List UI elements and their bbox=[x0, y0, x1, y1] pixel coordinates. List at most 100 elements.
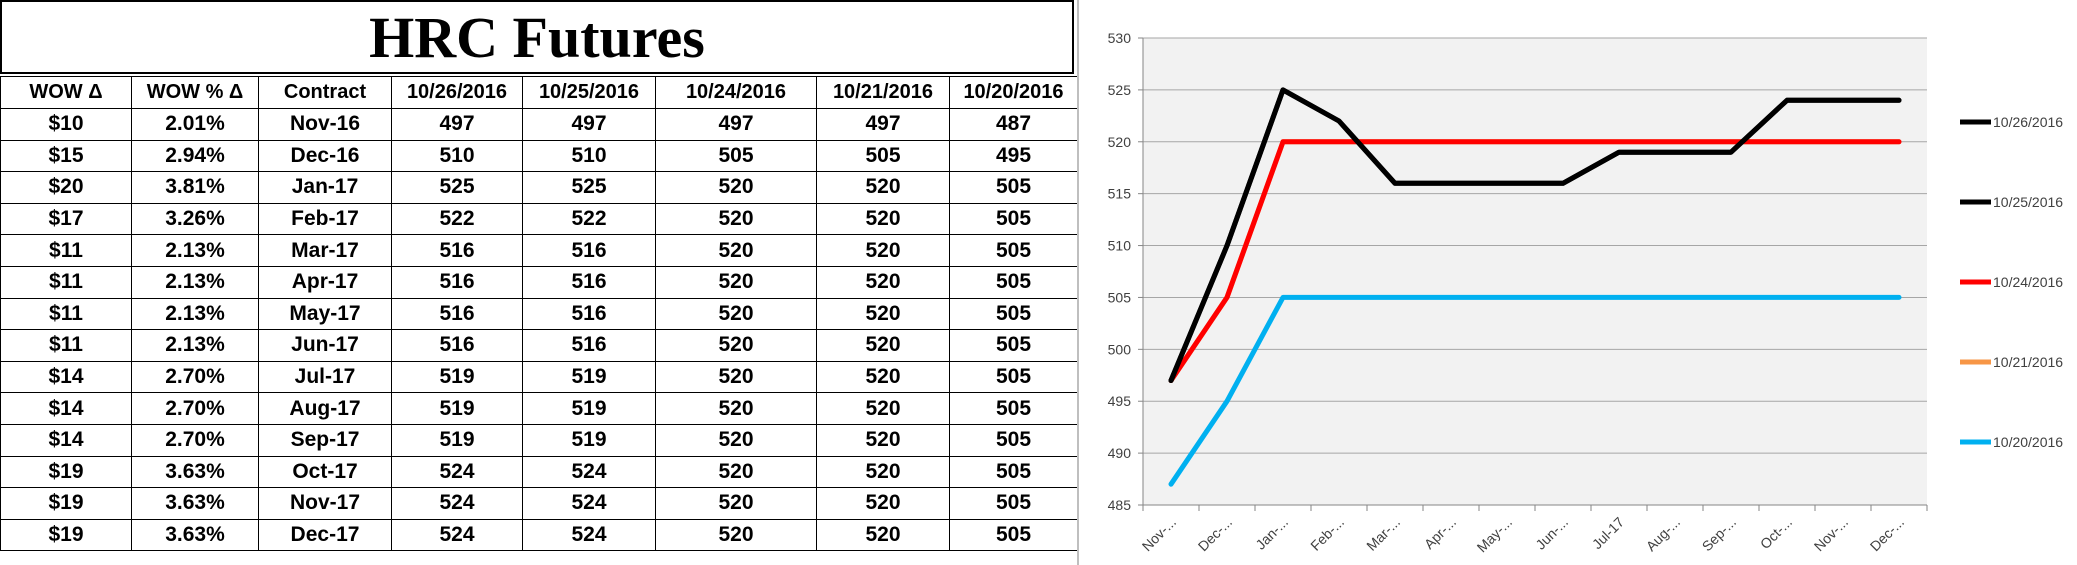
legend-label: 10/25/2016 bbox=[1993, 194, 2063, 210]
table-cell: 505 bbox=[949, 297, 1078, 331]
table-cell: 497 bbox=[391, 108, 523, 141]
table-title: HRC Futures bbox=[0, 0, 1074, 74]
table-cell: Apr-17 bbox=[258, 265, 392, 299]
table-cell: 520 bbox=[816, 297, 950, 331]
table-cell: 516 bbox=[391, 234, 523, 267]
table-cell: $15 bbox=[0, 139, 132, 173]
table-cell: 520 bbox=[655, 329, 817, 362]
table-cell: 516 bbox=[391, 265, 523, 299]
table-row: $11 2.13% Mar-17 516 516 520 520 505 bbox=[0, 234, 1078, 267]
table-cell: 2.70% bbox=[131, 423, 259, 457]
table-cell: 505 bbox=[949, 265, 1078, 299]
table-cell: 2.13% bbox=[131, 297, 259, 331]
table-row: $11 2.13% Apr-17 516 516 520 520 505 bbox=[0, 265, 1078, 299]
table-cell: 516 bbox=[391, 329, 523, 362]
table-cell: 497 bbox=[655, 108, 817, 141]
table-cell: 505 bbox=[949, 360, 1078, 394]
table-row: $19 3.63% Oct-17 524 524 520 520 505 bbox=[0, 455, 1078, 489]
table-header-row: WOW Δ WOW % Δ Contract 10/26/2016 10/25/2016… bbox=[0, 76, 1078, 109]
table-cell: $19 bbox=[0, 518, 132, 552]
table-cell: 505 bbox=[949, 234, 1078, 267]
table-row: $20 3.81% Jan-17 525 525 520 520 505 bbox=[0, 171, 1078, 204]
y-tick-label: 490 bbox=[1108, 445, 1132, 461]
y-tick-label: 510 bbox=[1108, 238, 1132, 254]
legend-label: 10/21/2016 bbox=[1993, 354, 2063, 370]
table-row: $15 2.94% Dec-16 510 510 505 505 495 bbox=[0, 139, 1078, 173]
table-cell: 524 bbox=[391, 455, 523, 489]
table-cell: 3.81% bbox=[131, 171, 259, 204]
table-cell: 497 bbox=[816, 108, 950, 141]
table-cell: Nov-16 bbox=[258, 108, 392, 141]
table-cell: $10 bbox=[0, 108, 132, 141]
table-cell: Feb-17 bbox=[258, 202, 392, 236]
x-tick-label: Sep-... bbox=[1699, 514, 1739, 554]
table-cell: 522 bbox=[391, 202, 523, 236]
table-cell: 520 bbox=[816, 487, 950, 520]
table-cell: May-17 bbox=[258, 297, 392, 331]
table-cell: 524 bbox=[522, 455, 656, 489]
series-line-10-24-2016 bbox=[1168, 139, 1902, 383]
table-cell: 519 bbox=[522, 360, 656, 394]
table-cell: 2.13% bbox=[131, 329, 259, 362]
y-tick-label: 500 bbox=[1108, 341, 1132, 357]
table-cell: 516 bbox=[522, 297, 656, 331]
x-tick-label: Nov-... bbox=[1811, 514, 1851, 554]
table-cell: 525 bbox=[522, 171, 656, 204]
table-cell: 505 bbox=[655, 139, 817, 173]
table-cell: Jan-17 bbox=[258, 171, 392, 204]
table-cell: 495 bbox=[949, 139, 1078, 173]
table-cell: 516 bbox=[522, 265, 656, 299]
table-row: $11 2.13% May-17 516 516 520 520 505 bbox=[0, 297, 1078, 331]
table-cell: 520 bbox=[816, 202, 950, 236]
table-cell: 505 bbox=[949, 423, 1078, 457]
table-cell: 520 bbox=[816, 455, 950, 489]
table-row: $17 3.26% Feb-17 522 522 520 520 505 bbox=[0, 202, 1078, 236]
table-cell: Dec-16 bbox=[258, 139, 392, 173]
table-cell: 2.01% bbox=[131, 108, 259, 141]
table-cell: 520 bbox=[655, 265, 817, 299]
series-line-10-26-2016 bbox=[1168, 87, 1902, 383]
y-tick-label: 505 bbox=[1108, 289, 1132, 305]
y-tick-label: 530 bbox=[1108, 30, 1132, 46]
table-cell: 519 bbox=[391, 392, 523, 425]
table-cell: 2.70% bbox=[131, 360, 259, 394]
table-cell: $14 bbox=[0, 392, 132, 425]
table-cell: 524 bbox=[391, 487, 523, 520]
table-cell: 505 bbox=[949, 518, 1078, 552]
table-cell: 520 bbox=[816, 423, 950, 457]
table-row: $11 2.13% Jun-17 516 516 520 520 505 bbox=[0, 329, 1078, 362]
x-tick-label: Nov-... bbox=[1139, 514, 1179, 554]
table-cell: 3.63% bbox=[131, 518, 259, 552]
x-tick-label: Jun-... bbox=[1532, 514, 1571, 553]
x-tick-label: Oct-... bbox=[1757, 514, 1795, 552]
line-chart: 485 490 495 500 505 510 515 520 525 530 Nov-... Dec… bbox=[1108, 30, 2064, 555]
table-cell: $11 bbox=[0, 329, 132, 362]
plot-area bbox=[1143, 38, 1927, 505]
table-cell: Mar-17 bbox=[258, 234, 392, 267]
table-cell: 520 bbox=[655, 518, 817, 552]
series-line-10-20-2016 bbox=[1168, 294, 1902, 487]
table-cell: 520 bbox=[655, 171, 817, 204]
table-cell: 524 bbox=[522, 518, 656, 552]
table-cell: Jul-17 bbox=[258, 360, 392, 394]
table-cell: 510 bbox=[391, 139, 523, 173]
table-row: $19 3.63% Dec-17 524 524 520 520 505 bbox=[0, 518, 1078, 552]
table-cell: Jun-17 bbox=[258, 329, 392, 362]
column-header: 10/24/2016 bbox=[655, 76, 817, 109]
column-header: WOW % Δ bbox=[131, 76, 259, 109]
y-tick-label: 515 bbox=[1108, 186, 1132, 202]
table-cell: Aug-17 bbox=[258, 392, 392, 425]
table-cell: 2.13% bbox=[131, 234, 259, 267]
table-cell: 520 bbox=[816, 265, 950, 299]
column-header: Contract bbox=[258, 76, 392, 109]
table-cell: $19 bbox=[0, 487, 132, 520]
y-tick-label: 525 bbox=[1108, 82, 1132, 98]
x-tick-label: Dec-... bbox=[1195, 514, 1235, 554]
chart-panel: 485 490 495 500 505 510 515 520 525 530 Nov-... Dec… bbox=[1077, 0, 2077, 565]
table-cell: 520 bbox=[816, 171, 950, 204]
table-cell: 519 bbox=[391, 423, 523, 457]
table-row: $19 3.63% Nov-17 524 524 520 520 505 bbox=[0, 487, 1078, 520]
column-header: 10/21/2016 bbox=[816, 76, 950, 109]
table-cell: 520 bbox=[655, 392, 817, 425]
table-cell: 505 bbox=[949, 329, 1078, 362]
